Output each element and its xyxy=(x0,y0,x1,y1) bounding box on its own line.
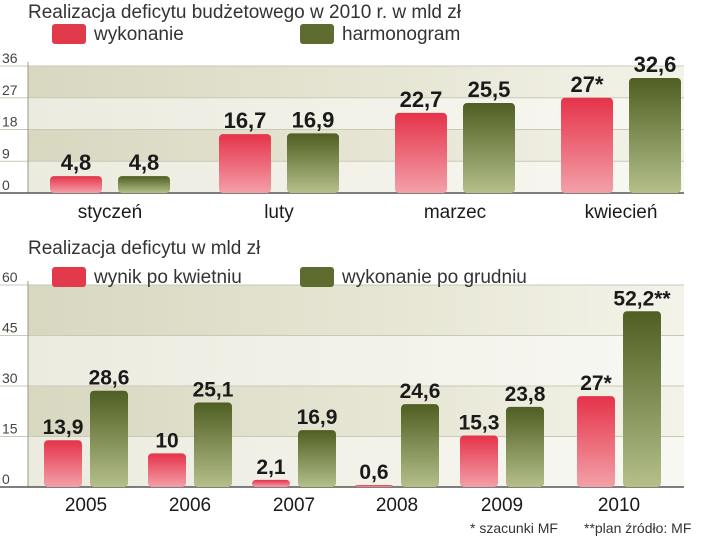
data-label: 15,3 xyxy=(459,411,500,434)
bar-green xyxy=(118,176,170,193)
bar-green xyxy=(629,77,681,193)
data-label: 4,8 xyxy=(129,150,160,175)
data-label: 16,9 xyxy=(292,107,335,132)
y-tick-label: 0 xyxy=(2,177,10,193)
bar-green xyxy=(194,402,232,487)
bar-red xyxy=(355,484,393,487)
y-tick-label: 18 xyxy=(2,114,18,130)
x-category-label: styczeń xyxy=(78,202,142,223)
data-label: 32,6 xyxy=(634,52,677,77)
data-label: 16,7 xyxy=(224,108,267,133)
data-label: 22,7 xyxy=(400,87,443,112)
bar-green xyxy=(401,404,439,487)
bar-green xyxy=(463,103,515,193)
x-category-label: 2006 xyxy=(169,495,211,516)
bar-red xyxy=(252,479,290,487)
x-category-label: 2005 xyxy=(65,495,107,516)
data-label: 27* xyxy=(580,372,612,395)
chart-2-title: Realizacja deficytu w mld zł xyxy=(28,238,261,259)
bar-red xyxy=(577,396,615,487)
bar-green xyxy=(506,406,544,487)
data-label: 28,6 xyxy=(89,367,130,390)
background-band xyxy=(28,436,684,487)
legend-label: wykonanie xyxy=(93,24,184,45)
x-category-label: marzec xyxy=(424,202,486,223)
background-band xyxy=(28,386,684,437)
bar-green xyxy=(287,133,339,193)
x-category-label: 2010 xyxy=(598,495,640,516)
data-label: 24,6 xyxy=(400,380,441,403)
data-label: 13,9 xyxy=(43,416,84,439)
bar-red xyxy=(50,176,102,193)
footnote-plan-source: **plan źródło: MF xyxy=(584,520,692,536)
x-category-label: 2009 xyxy=(481,495,523,516)
x-category-label: kwiecień xyxy=(585,202,658,223)
y-tick-label: 45 xyxy=(2,320,18,336)
y-tick-label: 30 xyxy=(2,370,18,386)
legend-label: wykonanie po grudniu xyxy=(341,267,527,288)
y-tick-label: 27 xyxy=(2,82,18,98)
chart-1-title: Realizacja deficytu budżetowego w 2010 r… xyxy=(28,2,462,23)
bar-red xyxy=(561,97,613,193)
x-category-label: 2008 xyxy=(376,495,418,516)
y-tick-label: 9 xyxy=(2,145,10,161)
data-label: 23,8 xyxy=(505,383,546,406)
data-label: 0,6 xyxy=(359,461,388,484)
background-band xyxy=(28,285,684,336)
legend-swatch-red xyxy=(52,267,86,287)
background-band xyxy=(28,335,684,386)
bar-green xyxy=(623,311,661,487)
data-label: 25,1 xyxy=(193,378,234,401)
bar-green xyxy=(298,430,336,487)
y-tick-label: 36 xyxy=(2,50,18,66)
data-label: 2,1 xyxy=(256,456,286,479)
y-tick-label: 60 xyxy=(2,269,18,285)
legend-swatch-red xyxy=(52,24,86,44)
x-category-label: luty xyxy=(264,202,294,223)
data-label: 4,8 xyxy=(61,150,92,175)
data-label: 52,2** xyxy=(613,287,671,310)
legend-swatch-green xyxy=(300,267,334,287)
bar-red xyxy=(460,435,498,487)
bar-red xyxy=(44,440,82,487)
y-tick-label: 15 xyxy=(2,421,18,437)
data-label: 16,9 xyxy=(297,406,338,429)
legend-label: harmonogram xyxy=(342,24,460,45)
y-tick-label: 0 xyxy=(2,471,10,487)
data-label: 10 xyxy=(155,429,178,452)
bar-red xyxy=(395,112,447,193)
data-label: 27* xyxy=(570,72,603,97)
data-label: 25,5 xyxy=(468,77,511,102)
legend-swatch-green xyxy=(300,24,334,44)
bar-red xyxy=(148,453,186,487)
bar-red xyxy=(219,134,271,193)
bar-green xyxy=(90,390,128,487)
background-band xyxy=(28,66,684,98)
legend-label: wynik po kwietniu xyxy=(93,267,242,288)
x-category-label: 2007 xyxy=(273,495,315,516)
footnote-estimate: * szacunki MF xyxy=(470,520,558,536)
